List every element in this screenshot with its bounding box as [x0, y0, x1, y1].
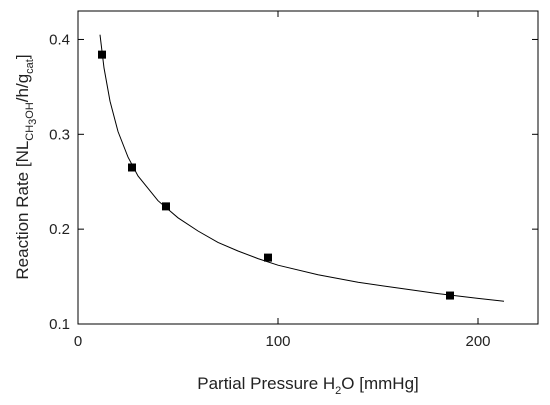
data-point [446, 291, 454, 300]
y-tick-label: 0.4 [49, 31, 70, 48]
data-point [128, 163, 136, 172]
x-tick-label: 100 [265, 333, 290, 350]
data-point [98, 50, 106, 59]
fit-curve [99, 34, 505, 302]
data-points-group [98, 50, 454, 300]
data-point [162, 202, 170, 211]
plot-frame [77, 10, 539, 325]
x-tick-label: 0 [74, 333, 82, 350]
ticks: 0 100 200 0.1 0.2 0.3 0.4 [49, 11, 538, 350]
y-tick-label: 0.1 [49, 316, 70, 333]
fit-curve-group [99, 34, 505, 302]
x-tick-label: 200 [465, 333, 490, 350]
y-axis-title: Reaction Rate [NLCH3OH/h/gcat] [13, 54, 39, 279]
x-axis-title: Partial Pressure H2O [mmHg] [197, 374, 419, 397]
plot-frame-group [77, 10, 539, 325]
data-point [264, 253, 272, 262]
y-tick-label: 0.2 [49, 221, 70, 238]
y-tick-label: 0.3 [49, 126, 70, 143]
